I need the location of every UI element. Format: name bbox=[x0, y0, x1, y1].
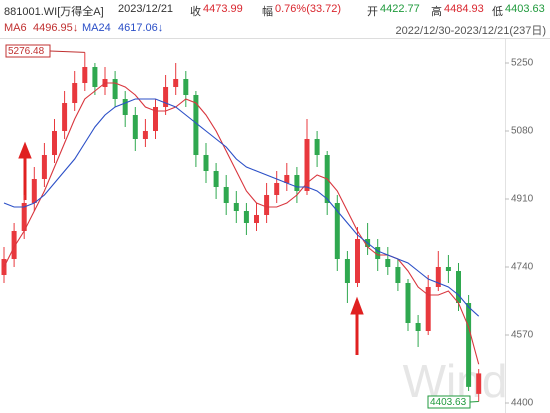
quote-value: 4473.99 bbox=[203, 3, 243, 15]
ma-value: 4617.06↓ bbox=[118, 22, 164, 34]
candle-body bbox=[375, 247, 381, 259]
candle-body bbox=[183, 79, 189, 95]
quote-value: 4422.77 bbox=[380, 3, 420, 15]
candle-body bbox=[132, 115, 138, 139]
quote-label: 幅 bbox=[262, 6, 273, 18]
candle-body bbox=[304, 139, 310, 191]
candle-body bbox=[435, 267, 441, 287]
quote-value: 4403.63 bbox=[505, 3, 545, 15]
candle-body bbox=[405, 283, 411, 323]
date-range: 2022/12/30-2023/12/21(237日) bbox=[395, 25, 546, 37]
candle-body bbox=[92, 67, 98, 87]
candle-body bbox=[274, 183, 280, 195]
ma-label: MA6 bbox=[4, 22, 27, 34]
ma-line bbox=[3, 98, 480, 317]
candle-body bbox=[415, 323, 421, 331]
candle-body bbox=[284, 175, 290, 183]
y-tick-label: 5080 bbox=[511, 126, 534, 137]
candle-body bbox=[223, 187, 229, 203]
candle-body bbox=[62, 103, 68, 131]
candle-body bbox=[122, 99, 128, 115]
candle-body bbox=[294, 175, 300, 191]
candle-body bbox=[173, 79, 179, 87]
candle-body bbox=[395, 267, 401, 283]
candle-body bbox=[142, 131, 148, 139]
candle-body bbox=[243, 211, 249, 223]
quote-label: 高 bbox=[431, 6, 442, 18]
candle-body bbox=[82, 67, 88, 83]
candle-body bbox=[445, 267, 451, 271]
quote-label: 收 bbox=[190, 6, 201, 18]
annotation-box bbox=[5, 44, 51, 58]
y-tick-label: 4910 bbox=[511, 194, 534, 205]
annotation-line bbox=[49, 50, 85, 53]
ma-label: MA24 bbox=[82, 22, 111, 34]
ma-value: 4496.95↓ bbox=[33, 22, 79, 34]
candle-body bbox=[52, 131, 57, 155]
y-tick-label: 4570 bbox=[511, 330, 534, 341]
ma-line bbox=[3, 82, 480, 365]
candle-body bbox=[355, 239, 360, 283]
annotation-box bbox=[427, 395, 471, 409]
candle-body bbox=[153, 107, 158, 131]
quote-value: 4484.93 bbox=[444, 3, 484, 15]
arrow bbox=[18, 141, 364, 355]
y-tick-label: 5250 bbox=[511, 58, 534, 69]
code: 881001.WI[万得全A] bbox=[4, 6, 104, 18]
candle-body bbox=[476, 373, 482, 394]
candle-body bbox=[163, 87, 169, 107]
candle-body bbox=[264, 195, 270, 215]
candle-body bbox=[233, 203, 239, 211]
candle-body bbox=[334, 203, 340, 259]
candle-body bbox=[41, 155, 47, 179]
candle-body bbox=[314, 139, 320, 155]
candle-body bbox=[203, 155, 209, 171]
date: 2023/12/21 bbox=[118, 3, 174, 15]
candle-body bbox=[254, 215, 259, 223]
candle-body bbox=[112, 79, 118, 99]
candle-body bbox=[344, 259, 350, 283]
annotation: 4403.63 bbox=[430, 397, 467, 408]
annotation: 5276.48 bbox=[8, 46, 45, 57]
header: 881001.WI[万得全A] 2023/12/21 收 4473.99 幅 0.76… bbox=[0, 0, 550, 40]
quote-label: 低 bbox=[492, 6, 503, 18]
candle-body bbox=[425, 287, 431, 331]
candle-body bbox=[193, 95, 199, 155]
candle-body bbox=[11, 231, 17, 259]
quote-value: 0.76%(33.72) bbox=[275, 3, 342, 15]
candle-body bbox=[466, 303, 472, 387]
candle-body bbox=[31, 179, 37, 203]
candle-body bbox=[72, 83, 78, 103]
candle-body bbox=[456, 271, 461, 303]
y-tick-label: 4740 bbox=[511, 262, 534, 273]
quote-label: 开 bbox=[367, 6, 378, 18]
candle-body bbox=[21, 203, 27, 231]
candle-body bbox=[213, 171, 219, 187]
y-tick-label: 4400 bbox=[511, 398, 534, 409]
candle-body bbox=[385, 259, 391, 267]
